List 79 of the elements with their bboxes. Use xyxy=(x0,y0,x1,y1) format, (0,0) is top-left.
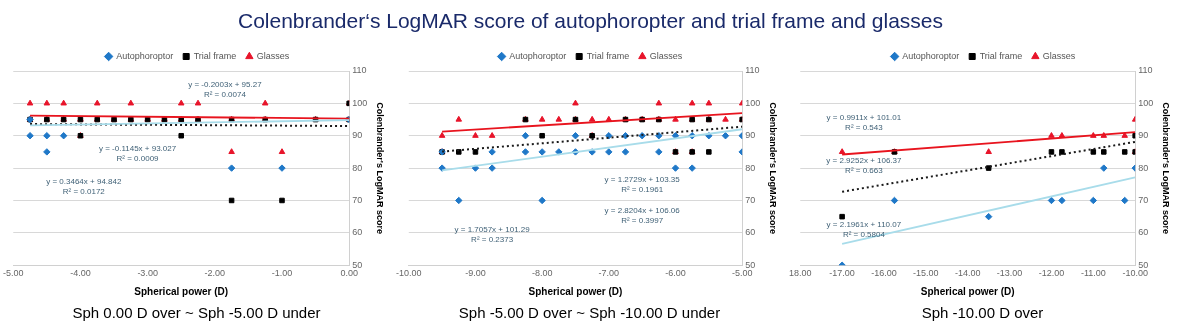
y-tick-label: 70 xyxy=(1138,194,1149,205)
x-tick-label: 0.00 xyxy=(340,268,358,279)
annotation: R² = 0.663 xyxy=(845,165,884,175)
annotation: R² = 0.5804 xyxy=(842,229,886,239)
x-tick-label: 18.00 xyxy=(789,268,812,279)
annotation: R² = 0.2373 xyxy=(471,235,514,245)
y-tick-label: 70 xyxy=(745,194,756,205)
x-tick-label: -14.00 xyxy=(954,268,981,279)
legend-label: Autophoroptor xyxy=(902,50,960,61)
annotation: R² = 0.1961 xyxy=(621,184,664,194)
x-tick-label: -17.00 xyxy=(829,268,855,279)
legend-label: Glasses xyxy=(256,50,290,61)
x-tick-label: -10.00 xyxy=(1122,268,1148,279)
annotation: y = 2.8204x + 106.06 xyxy=(604,206,681,216)
y-tick-label: 100 xyxy=(1138,97,1154,108)
text: Colenbrander‘s LogMAR score of autophoropter and trial frame and glasses xyxy=(236,8,945,34)
x-tick-label: -12.00 xyxy=(1038,268,1065,279)
x-tick-label: -7.00 xyxy=(598,268,620,279)
annotation: y = 2.1961x + 110.07 xyxy=(826,219,902,229)
annotation: R² = 0.0172 xyxy=(62,186,106,196)
x-axis-title: Spherical power (D) xyxy=(920,285,1015,297)
y-tick-label: 80 xyxy=(1138,162,1149,173)
x-axis-title: Spherical power (D) xyxy=(528,285,623,297)
x-tick-label: -10.00 xyxy=(395,268,422,279)
x-tick-label: -16.00 xyxy=(871,268,897,279)
legend-label: Autophoroptor xyxy=(509,50,567,61)
x-tick-label: -15.00 xyxy=(913,268,939,279)
annotation: R² = 0.0074 xyxy=(203,89,247,99)
y-tick-label: 90 xyxy=(745,130,756,141)
y-tick-label: 70 xyxy=(352,194,363,205)
legend-label: Glasses xyxy=(1042,50,1076,61)
y-tick-label: 80 xyxy=(745,162,756,173)
y-tick-label: 80 xyxy=(352,162,363,173)
annotation: y = -0.1145x + 93.027 xyxy=(98,143,177,153)
x-tick-label: -9.00 xyxy=(465,268,486,279)
legend-label: Trial frame xyxy=(979,50,1023,61)
annotation: R² = 0.543 xyxy=(845,122,884,132)
y-tick-label: 100 xyxy=(352,97,368,108)
x-tick-label: -13.00 xyxy=(996,268,1023,279)
x-tick-label: -2.00 xyxy=(204,268,226,279)
x-tick-label: -6.00 xyxy=(665,268,686,279)
x-tick-label: -1.00 xyxy=(271,268,293,279)
x-tick-label: -3.00 xyxy=(137,268,158,279)
annotation: R² = 0.0009 xyxy=(116,153,160,163)
x-tick-label: -4.00 xyxy=(70,268,91,279)
y-tick-label: 110 xyxy=(745,65,760,76)
text: Sph 0.00 D over ~ Sph -5.00 D under xyxy=(71,303,322,323)
legend-label: Autophoroptor xyxy=(116,50,174,61)
x-tick-label: -8.00 xyxy=(531,268,553,279)
text: Sph -10.00 D over xyxy=(920,303,1045,323)
annotation: y = 0.3464x + 94.842 xyxy=(46,176,122,186)
y-tick-label: 110 xyxy=(352,65,367,76)
legend-label: Trial frame xyxy=(586,50,630,61)
y-tick-label: 50 xyxy=(352,259,363,270)
y-axis-title: Colenbrander's LogMAR score xyxy=(375,102,386,234)
annotation: R² = 0.3997 xyxy=(621,216,664,226)
annotation: y = 2.9252x + 106.37 xyxy=(826,155,903,165)
annotation: y = 0.9911x + 101.01 xyxy=(826,112,902,122)
annotation: y = 1.2729x + 103.35 xyxy=(604,174,681,184)
x-tick-label: -5.00 xyxy=(3,268,24,279)
x-axis-title: Spherical power (D) xyxy=(134,285,229,297)
y-tick-label: 90 xyxy=(1138,130,1149,141)
y-tick-label: 60 xyxy=(1138,227,1149,238)
y-tick-label: 60 xyxy=(745,227,756,238)
y-axis-title: Colenbrander's LogMAR score xyxy=(1161,102,1172,234)
y-tick-label: 60 xyxy=(352,227,363,238)
y-tick-label: 100 xyxy=(745,97,761,108)
annotation: y = -0.2003x + 95.27 xyxy=(188,79,263,89)
text: Sph -5.00 D over ~ Sph -10.00 D under xyxy=(457,303,722,323)
y-tick-label: 50 xyxy=(745,259,756,270)
legend-label: Trial frame xyxy=(193,50,237,61)
legend-label: Glasses xyxy=(649,50,683,61)
y-tick-label: 110 xyxy=(1138,65,1153,76)
y-tick-label: 50 xyxy=(1138,259,1149,270)
x-tick-label: -5.00 xyxy=(731,268,753,279)
x-tick-label: -11.00 xyxy=(1080,268,1106,279)
y-axis-title: Colenbrander's LogMAR score xyxy=(768,102,779,234)
y-tick-label: 90 xyxy=(352,130,363,141)
annotation: y = 1.7057x + 101.29 xyxy=(454,225,531,235)
